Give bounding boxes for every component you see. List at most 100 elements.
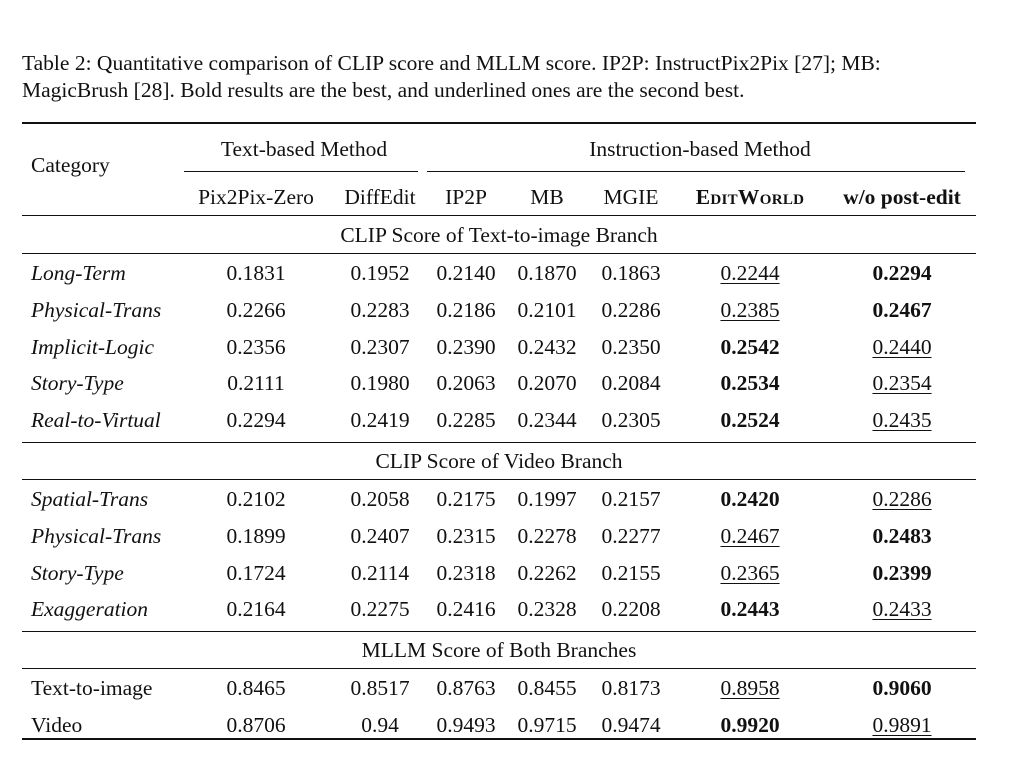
table-rule (22, 479, 976, 480)
column-header: w/o post-edit (843, 185, 961, 209)
table-cell: 0.9060 (872, 676, 932, 701)
table-cell: 0.2305 (601, 408, 661, 433)
row-category: Spatial-Trans (31, 487, 149, 511)
table-cell: 0.9920 (720, 713, 780, 737)
table-cell: 0.2307 (350, 334, 410, 359)
table-cell: 0.1831 (226, 261, 286, 285)
table-cell: 0.2262 (517, 560, 577, 585)
table-cell: 0.2140 (436, 261, 496, 285)
table-cell: 0.2385 (720, 297, 780, 322)
table-cell: 0.2283 (350, 297, 410, 322)
table-cell: 0.8465 (226, 676, 286, 701)
table-cell: 0.2542 (720, 334, 780, 359)
column-header: IP2P (445, 185, 487, 209)
table-cell: 0.2285 (436, 408, 496, 433)
table-cell: 0.1863 (601, 261, 661, 285)
table-cell: 0.2440 (872, 334, 932, 359)
table-cell: 0.2432 (517, 334, 577, 359)
header-group-instruction-based: Instruction-based Method (589, 137, 811, 161)
table-cell: 0.2524 (720, 408, 780, 433)
group-underline (427, 171, 965, 172)
table-cell: 0.2399 (872, 560, 932, 585)
table-cell: 0.8958 (720, 676, 780, 701)
table-cell: 0.8706 (226, 713, 286, 737)
table-rule (22, 215, 976, 216)
table-cell: 0.8763 (436, 676, 496, 701)
header-category: Category (31, 153, 110, 177)
table-cell: 0.2101 (517, 297, 577, 322)
table-cell: 0.2534 (720, 371, 780, 396)
table-cell: 0.2328 (517, 597, 577, 622)
table-caption: Table 2: Quantitative comparison of CLIP… (22, 51, 881, 102)
table-rule (22, 253, 976, 254)
table-cell: 0.2315 (436, 523, 496, 548)
table-cell: 0.2155 (601, 560, 661, 585)
table-cell: 0.2063 (436, 371, 496, 396)
table-cell: 0.2114 (350, 560, 410, 585)
header-group-text-based: Text-based Method (220, 137, 388, 161)
column-header: MGIE (603, 185, 659, 209)
table-cell: 0.9891 (872, 713, 932, 737)
table-cell: 0.2111 (227, 371, 285, 396)
row-category: Physical-Trans (31, 297, 162, 322)
table-cell: 0.2407 (350, 523, 410, 548)
table-cell: 0.2435 (872, 408, 932, 433)
table-cell: 0.2318 (436, 560, 496, 585)
table-cell: 0.9493 (436, 713, 496, 737)
row-category: Story-Type (31, 371, 124, 396)
table-cell: 0.2208 (601, 597, 661, 622)
row-category: Video (31, 713, 83, 737)
table-cell: 0.2419 (350, 408, 410, 433)
table-rule (22, 738, 976, 740)
table-cell: 0.2164 (226, 597, 286, 622)
table-cell: 0.8173 (601, 676, 661, 701)
row-category: Text-to-image (31, 676, 153, 701)
table-cell: 0.8455 (517, 676, 577, 701)
table-cell: 0.2443 (720, 597, 780, 622)
table-cell: 0.2286 (601, 297, 661, 322)
table-cell: 0.9474 (601, 713, 661, 737)
table-cell: 0.2420 (720, 487, 780, 511)
table-cell: 0.2294 (872, 261, 932, 285)
table-cell: 0.2416 (436, 597, 496, 622)
section-title: CLIP Score of Text-to-image Branch (340, 223, 658, 247)
table-cell: 0.1952 (350, 261, 410, 285)
table-cell: 0.2277 (601, 523, 661, 548)
table-cell: 0.2266 (226, 297, 286, 322)
table-cell: 0.2175 (436, 487, 496, 511)
table-cell: 0.2084 (601, 371, 661, 396)
column-header: MB (530, 185, 564, 209)
row-category: Real-to-Virtual (31, 408, 161, 433)
row-category: Physical-Trans (31, 523, 162, 548)
table-cell: 0.1724 (226, 560, 286, 585)
section-title: CLIP Score of Video Branch (375, 449, 623, 473)
table-rule (22, 631, 976, 633)
table-cell: 0.2467 (872, 297, 932, 322)
table-cell: 0.2102 (226, 487, 286, 511)
table-cell: 0.1980 (350, 371, 410, 396)
table-cell: 0.2286 (872, 487, 932, 511)
table-cell: 0.2275 (350, 597, 410, 622)
table-cell: 0.2356 (226, 334, 286, 359)
table-rule (22, 122, 976, 124)
table-cell: 0.2483 (872, 523, 932, 548)
column-header: Pix2Pix-Zero (198, 185, 314, 209)
table-cell: 0.2390 (436, 334, 496, 359)
table-cell: 0.2433 (872, 597, 932, 622)
table-cell: 0.2186 (436, 297, 496, 322)
row-category: Implicit-Logic (31, 334, 155, 359)
table-cell: 0.2070 (517, 371, 577, 396)
table-cell: 0.2365 (720, 560, 780, 585)
table-cell: 0.2278 (517, 523, 577, 548)
table-cell: 0.2354 (872, 371, 932, 396)
table-cell: 0.2058 (350, 487, 410, 511)
table-cell: 0.2350 (601, 334, 661, 359)
table-cell: 0.2157 (601, 487, 661, 511)
section-title: MLLM Score of Both Branches (361, 638, 637, 663)
row-category: Exaggeration (31, 597, 149, 622)
table-cell: 0.8517 (350, 676, 410, 701)
table-cell: 0.1870 (517, 261, 577, 285)
table-cell: 0.2244 (720, 261, 780, 285)
table-rule (22, 668, 976, 670)
table-rule (22, 442, 976, 443)
